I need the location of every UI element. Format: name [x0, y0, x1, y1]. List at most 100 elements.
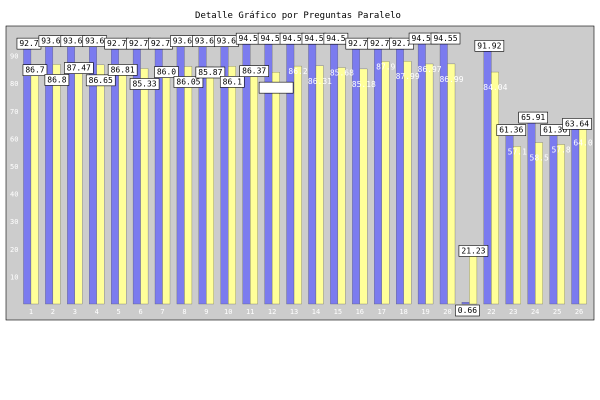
data-label-series-1: 94.55 [412, 34, 436, 43]
data-label-series-1: 91.92 [477, 41, 501, 50]
bar-series-2 [184, 66, 193, 305]
data-label-series-1: 93.6 [173, 37, 192, 46]
x-tick-label: 16 [356, 308, 364, 316]
bar-series-2 [271, 72, 280, 305]
data-label-box [107, 64, 138, 76]
x-tick-label: 8 [182, 308, 186, 316]
y-tick-label: 20 [10, 246, 18, 254]
data-label-series-2: 64.0 [573, 138, 592, 147]
data-label-series-2: 21.23 [461, 246, 485, 255]
data-label-series-2: 57.1 [508, 147, 527, 156]
y-tick-label: 70 [10, 108, 18, 116]
data-label-series-1: 94.5 [239, 34, 258, 43]
bar-series-2 [228, 66, 236, 305]
x-tick-label: 19 [421, 308, 429, 316]
data-label-series-2: 86.8 [47, 75, 66, 84]
data-label-box [540, 124, 570, 136]
x-tick-label: 14 [312, 308, 320, 316]
data-label-series-2: 86.37 [242, 67, 266, 76]
data-label-series-2: 86.65 [89, 76, 113, 85]
x-tick-label: 18 [399, 308, 407, 316]
data-label-box [129, 78, 160, 90]
data-label-box [173, 76, 204, 88]
y-tick-label: 10 [10, 273, 18, 281]
data-label-series-1: 93.6 [85, 37, 104, 46]
data-label-series-2: 86.99 [439, 75, 463, 84]
data-label-series-2: 86.0 [157, 68, 176, 77]
bar-series-2 [74, 62, 83, 305]
data-label-box [458, 245, 489, 257]
data-label-series-1: 92.7 [370, 39, 389, 48]
bars-group [23, 42, 587, 305]
data-label-series-1: 92.7 [392, 39, 411, 48]
data-label-series-1: 63.64 [565, 119, 589, 128]
data-label-series-1: 94.5 [260, 34, 279, 43]
bar-series-1 [417, 42, 426, 305]
chart-title: Detalle Gráfico por Preguntas Paralelo [195, 11, 401, 21]
data-label-box [474, 40, 505, 52]
y-tick-label: 50 [10, 163, 18, 171]
bar-series-1 [571, 128, 580, 305]
y-tick-label: 60 [10, 135, 18, 143]
x-tick-label: 1 [29, 308, 33, 316]
bar-series-2 [118, 64, 127, 305]
data-label-series-1: 94.5 [326, 34, 345, 43]
x-tick-label: 5 [117, 308, 121, 316]
data-label-box [64, 62, 94, 74]
data-label-series-1: 94.5 [282, 34, 301, 43]
data-label-series-2: 85.33 [133, 79, 157, 88]
bar-series-2 [140, 68, 149, 305]
data-label-series-1: 61.36 [499, 126, 523, 135]
data-label-series-2: 86.81 [111, 65, 135, 74]
x-tick-label: 12 [268, 308, 276, 316]
x-tick-label: 25 [553, 308, 561, 316]
x-tick-label: 15 [334, 308, 342, 316]
data-label-series-1: 93.6 [195, 37, 214, 46]
bar-series-2 [556, 144, 565, 305]
bar-series-2 [578, 127, 587, 305]
data-label-series-2: 57.8 [551, 145, 570, 154]
bar-series-1 [23, 47, 32, 305]
data-label-series-2: 85.18 [352, 80, 376, 89]
data-labels-group: 92.7 93.6 93.6 93.6 92.7 92.7 92.7 93.6 93.6 93.6… [16, 32, 593, 317]
y-tick-label: 40 [10, 191, 18, 199]
x-tick-label: 6 [138, 308, 142, 316]
y-tick-label: 80 [10, 80, 18, 88]
x-tick-label: 9 [204, 308, 208, 316]
bar-series-2 [293, 65, 302, 305]
x-tick-label: 20 [443, 308, 451, 316]
data-label-series-2: 85.87 [198, 68, 222, 77]
data-label-series-2: 86.7 [25, 66, 44, 75]
data-label-series-2: 87.99 [396, 72, 420, 81]
y-tick-label: 30 [10, 218, 18, 226]
data-label-series-1: 94.55 [433, 34, 457, 43]
y-tick-label: 90 [10, 53, 18, 61]
data-label-box [85, 74, 116, 87]
data-label-box [154, 66, 179, 78]
x-tick-label: 11 [246, 308, 254, 316]
data-label-series-2: 58.5 [530, 154, 549, 163]
data-label-series-2: 87.9 [376, 62, 395, 71]
bar-series-1 [505, 134, 514, 305]
data-label-box [562, 118, 592, 130]
data-label-box [518, 111, 548, 124]
bar-series-2 [403, 60, 412, 305]
data-label-series-1: 94.5 [304, 34, 323, 43]
data-label-series-1: 92.7 [129, 39, 148, 48]
bar-series-1 [396, 47, 404, 305]
data-label-box [455, 304, 480, 317]
bar-series-1 [461, 302, 470, 305]
data-label-series-2: 86.31 [308, 77, 332, 86]
x-tick-label: 13 [290, 308, 298, 316]
bar-series-1 [111, 47, 119, 305]
bar-series-2 [337, 67, 346, 305]
bar-series-2 [30, 64, 39, 305]
bar-series-2 [381, 61, 390, 305]
data-label-series-1: 92.7 [19, 39, 38, 48]
bar-series-2 [513, 146, 521, 305]
data-label-box [496, 124, 527, 136]
bar-series-1 [527, 121, 536, 305]
data-label-series-1: 92.7 [348, 39, 367, 48]
data-label-box [430, 32, 461, 45]
